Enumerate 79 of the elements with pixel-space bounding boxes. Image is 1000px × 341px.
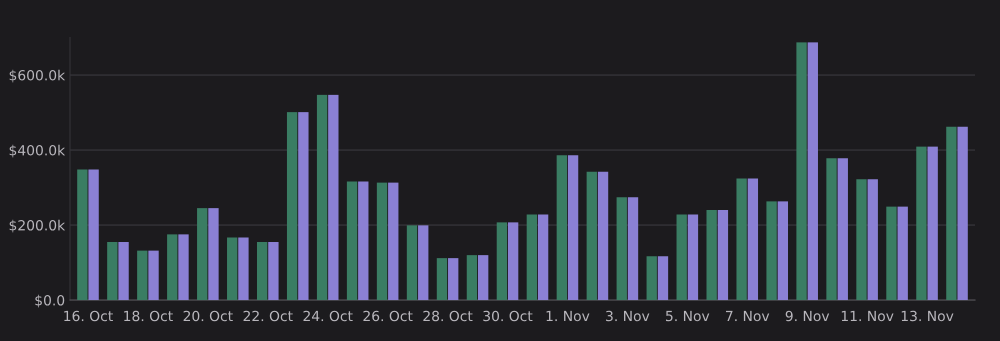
bar	[856, 179, 867, 300]
x-tick-label: 1. Nov	[546, 310, 590, 322]
bar	[496, 222, 508, 300]
bar	[538, 214, 548, 300]
bar	[388, 182, 398, 300]
bar	[376, 182, 388, 300]
x-tick-label: 20. Oct	[184, 310, 233, 322]
bar	[658, 256, 668, 300]
bar	[298, 112, 309, 300]
x-tick-label: 26. Oct	[363, 310, 413, 322]
bar	[916, 146, 927, 300]
bar	[118, 242, 129, 300]
x-tick-label: 13. Nov	[902, 310, 954, 322]
bar	[286, 112, 298, 300]
bar	[556, 155, 567, 300]
bar	[826, 158, 837, 300]
bar	[796, 42, 807, 300]
y-tick-label: $0.0	[35, 294, 64, 308]
bar	[616, 197, 627, 300]
bar	[718, 210, 728, 300]
bar	[928, 146, 938, 300]
bar	[526, 214, 538, 300]
x-tick-label: 11. Nov	[842, 310, 894, 322]
bar	[676, 214, 687, 300]
bar	[328, 94, 339, 300]
bar	[868, 179, 878, 300]
bar	[957, 126, 968, 300]
x-tick-label: 24. Oct	[303, 310, 353, 322]
bar	[88, 170, 99, 300]
x-tick-label: 7. Nov	[726, 310, 770, 322]
bar	[227, 237, 238, 300]
bar	[466, 255, 478, 300]
bar	[646, 256, 657, 300]
x-tick-label: 18. Oct	[124, 310, 173, 322]
x-tick-label: 22. Oct	[244, 310, 293, 322]
bar	[766, 201, 777, 300]
bar	[688, 214, 698, 300]
y-tick-label: $200.0k	[10, 220, 66, 232]
bar	[358, 182, 368, 300]
bar	[946, 126, 957, 300]
bar	[197, 208, 208, 300]
x-tick-label: 30. Oct	[483, 310, 532, 322]
bar	[598, 172, 608, 300]
bar	[208, 208, 219, 300]
bar	[256, 242, 268, 300]
bar	[568, 155, 578, 300]
x-tick-label: 5. Nov	[666, 310, 710, 322]
bar	[137, 250, 148, 300]
bar	[706, 210, 717, 300]
bar	[107, 242, 118, 300]
x-tick-label: 3. Nov	[606, 310, 650, 322]
bar	[778, 201, 788, 300]
bar	[346, 182, 358, 300]
y-tick-label: $400.0k	[10, 144, 66, 158]
bar	[77, 170, 88, 300]
bar	[628, 197, 638, 300]
bar	[898, 206, 908, 300]
bar	[478, 255, 488, 300]
bar	[178, 234, 189, 300]
x-tick-label: 16. Oct	[64, 310, 113, 322]
bar	[268, 242, 279, 300]
bar	[406, 225, 418, 300]
bar	[886, 206, 897, 300]
bar	[808, 42, 818, 300]
bar	[508, 222, 518, 300]
y-tick-label: $600.0k	[10, 70, 66, 82]
bar	[148, 250, 159, 300]
bar	[238, 237, 249, 300]
bar	[167, 234, 178, 300]
x-tick-label: 9. Nov	[786, 310, 830, 322]
bar	[316, 94, 328, 300]
bar	[748, 178, 758, 300]
bar	[418, 225, 428, 300]
bar	[736, 178, 747, 300]
bar	[436, 258, 448, 300]
x-tick-label: 28. Oct	[423, 310, 473, 322]
bar	[586, 172, 597, 300]
bar	[448, 258, 458, 300]
bar	[838, 158, 848, 300]
